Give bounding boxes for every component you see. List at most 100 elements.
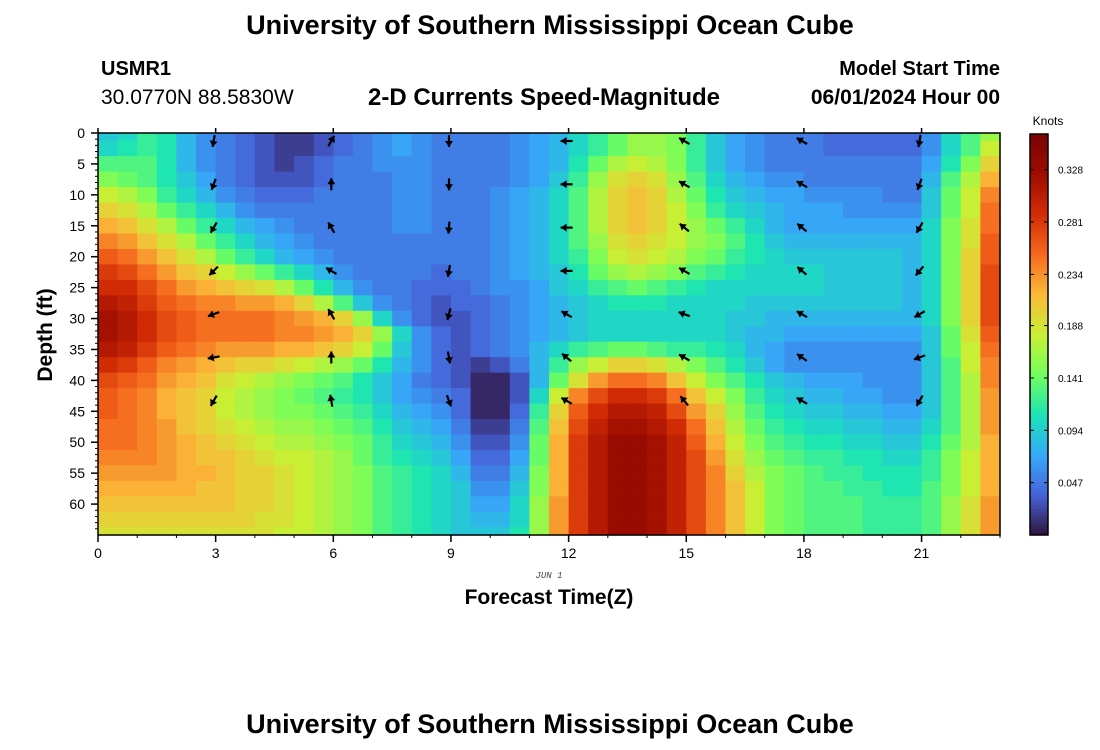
current-vector-arrow [209,395,218,407]
current-vector-arrow [445,264,453,277]
heatmap-cell [274,357,295,374]
heatmap-cell [588,341,609,358]
heatmap-cell [980,171,1001,188]
heatmap-cell [294,372,315,389]
heatmap-cell [235,496,256,513]
heatmap-cell [725,465,746,482]
heatmap-cell [333,403,354,420]
heatmap-cell [98,357,119,374]
heatmap-cell [745,264,766,281]
heatmap-cell [137,372,158,389]
heatmap-cell [470,248,491,266]
heatmap-cell [588,218,609,235]
heatmap-cell [901,480,923,497]
heatmap-cell [607,279,629,296]
heatmap-cell [274,248,295,266]
colorbar-segment [1030,164,1048,168]
heatmap-cell [431,171,452,188]
colorbar-segment [1030,144,1048,148]
heatmap-cell [490,403,511,420]
heatmap-cell [235,465,256,482]
heatmap-cell [411,357,432,374]
heatmap-cell [372,140,393,157]
heatmap-cell [176,449,197,467]
heatmap-cell [274,133,295,142]
heatmap-cell [274,187,295,204]
heatmap-cell [960,295,981,312]
heatmap-cell [901,465,923,482]
heatmap-cell [333,310,354,327]
heatmap-cell [784,449,805,467]
heatmap-cell [843,187,864,204]
heatmap-cell [627,310,648,327]
heatmap-cell [862,279,883,296]
heatmap-cell [98,140,119,157]
colorbar-segment [1030,314,1048,319]
colorbar-segment [1030,354,1048,359]
heatmap-cell [823,218,844,235]
heatmap-cell [686,156,707,173]
heatmap-cell [882,279,903,296]
heatmap-cell [529,279,550,296]
heatmap-cell [901,187,923,204]
heatmap-cell [294,326,315,343]
heatmap-cell [843,140,864,157]
heatmap-cell [647,511,668,528]
heatmap-cell [313,218,334,235]
colorbar-segment [1030,327,1048,332]
heatmap-cell [274,326,295,343]
heatmap-cell [980,310,1001,327]
heatmap-cell [882,465,903,482]
heatmap-cell [647,156,668,173]
heatmap-cell [627,403,648,420]
heatmap-cell [686,133,707,142]
heatmap-cell [980,187,1001,204]
heatmap-cell [960,341,981,358]
current-vector-arrow [327,351,336,364]
heatmap-cell [215,310,236,327]
heatmap-cell [176,264,197,281]
heatmap-cell [352,218,374,235]
heatmap-cell [392,156,413,173]
heatmap-cell [980,295,1001,312]
heatmap-cell [803,310,825,327]
heatmap-cell [686,372,707,389]
heatmap-cell [882,264,903,281]
heatmap-cell [607,248,629,266]
heatmap-cell [274,511,295,528]
heatmap-cell [607,233,629,250]
heatmap-cell [862,449,883,467]
heatmap-cell [235,248,256,266]
current-vector-arrow [796,396,808,405]
heatmap-cell [960,434,981,451]
heatmap-cell [313,511,334,528]
heatmap-cell [607,388,629,405]
heatmap-cell [392,248,413,266]
model-start-value: 06/01/2024 Hour 00 [810,86,1000,109]
heatmap-cell [823,248,844,266]
heatmap-cell [176,310,197,327]
heatmap-cell [882,434,903,451]
heatmap-cell [803,279,825,296]
heatmap-cell [882,372,903,389]
colorbar-segment [1030,170,1048,175]
heatmap-cell [764,434,785,451]
heatmap-cell [294,434,315,451]
heatmap-cell [117,140,138,157]
heatmap-cell [627,264,648,281]
heatmap-cell [823,341,844,358]
heatmap-cell [941,372,962,389]
heatmap-cell [352,449,374,467]
heatmap-cell [392,187,413,204]
heatmap-cell [176,403,197,420]
heatmap-cell [470,419,491,436]
heatmap-cell [549,419,570,436]
heatmap-cell [450,372,472,389]
current-vector-arrow [796,180,808,189]
heatmap-cell [509,465,530,482]
heatmap-cell [352,465,374,482]
heatmap-cell [490,140,511,157]
heatmap-cell [705,388,727,405]
colorbar-segment [1030,511,1048,516]
heatmap-cell [156,511,178,528]
